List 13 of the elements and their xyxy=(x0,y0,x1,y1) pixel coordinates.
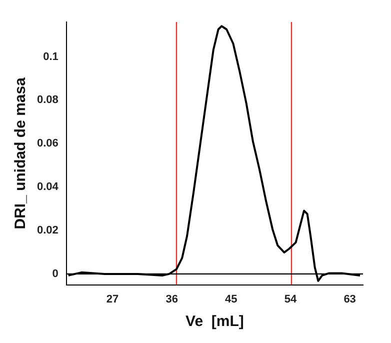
y-tick-label: 0.1 xyxy=(43,50,58,63)
x-axis-title: Ve [mL] xyxy=(186,313,244,330)
y-tick-label: 0.02 xyxy=(36,224,58,237)
y-tick-label: 0.04 xyxy=(36,181,60,194)
x-tick-label: 45 xyxy=(225,293,238,306)
y-tick-label: 0.06 xyxy=(36,138,58,150)
x-tick-label: 27 xyxy=(106,293,119,306)
y-tick-label: 0 xyxy=(52,268,58,280)
x-tick-label: 63 xyxy=(344,293,356,306)
x-tick-label: 54 xyxy=(284,293,298,306)
x-tick-label: 36 xyxy=(166,293,178,306)
y-axis-title: DRI_ unidad de masa xyxy=(12,76,30,230)
y-tick-label: 0.08 xyxy=(36,94,58,106)
